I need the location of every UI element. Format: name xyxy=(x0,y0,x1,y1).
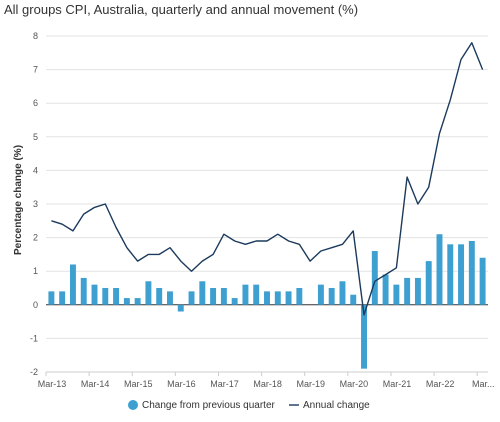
quarterly-change-bar xyxy=(296,288,303,305)
legend: Change from previous quarter Annual chang… xyxy=(128,400,370,411)
quarterly-change-bar xyxy=(231,298,238,305)
quarterly-change-bar xyxy=(447,244,454,305)
quarterly-change-bar xyxy=(48,291,55,305)
quarterly-change-bar xyxy=(102,288,109,305)
quarterly-change-bar xyxy=(479,257,486,305)
legend-label-quarterly: Change from previous quarter xyxy=(142,400,276,411)
quarterly-change-bar xyxy=(317,284,324,305)
y-tick-label: -2 xyxy=(30,367,38,377)
quarterly-change-bar xyxy=(188,291,195,305)
quarterly-change-bar xyxy=(177,304,184,312)
quarterly-change-bar xyxy=(199,281,206,305)
x-tick-label: Mar-21 xyxy=(383,379,412,389)
quarterly-change-bar xyxy=(371,251,378,305)
annual-change-line xyxy=(51,42,484,316)
y-tick-label: 5 xyxy=(33,132,38,142)
x-tick-label: Mar-14 xyxy=(81,379,110,389)
quarterly-change-bar xyxy=(113,288,120,305)
y-axis-label: Percentage change (%) xyxy=(13,145,24,255)
quarterly-change-bar xyxy=(285,291,292,305)
quarterly-change-bar xyxy=(91,284,98,305)
quarterly-change-bar xyxy=(425,261,432,305)
quarterly-change-bar xyxy=(220,288,227,305)
y-tick-label: 0 xyxy=(33,300,38,310)
x-tick-label: Mar-16 xyxy=(167,379,196,389)
quarterly-change-bar xyxy=(167,291,173,305)
legend-bar-swatch xyxy=(128,400,138,410)
quarterly-change-bar xyxy=(458,244,465,305)
quarterly-change-bar xyxy=(69,264,76,305)
quarterly-change-bar xyxy=(350,294,357,305)
quarterly-change-bar xyxy=(274,291,281,305)
quarterly-change-bar xyxy=(436,234,443,305)
quarterly-change-bar xyxy=(123,298,130,305)
quarterly-change-bar xyxy=(382,274,389,305)
y-tick-label: 2 xyxy=(33,233,38,243)
y-tick-label: 4 xyxy=(33,165,38,175)
y-tick-label: 3 xyxy=(33,199,38,209)
quarterly-change-bar xyxy=(393,284,400,305)
quarterly-change-bar xyxy=(59,291,66,305)
quarterly-change-bar xyxy=(134,298,141,305)
quarterly-change-bar xyxy=(264,291,270,305)
y-tick-label: 8 xyxy=(33,31,38,41)
y-tick-label: 6 xyxy=(33,98,38,108)
quarterly-change-bar xyxy=(404,277,411,305)
quarterly-change-bar xyxy=(145,281,152,305)
y-tick-label: 7 xyxy=(33,65,38,75)
y-tick-label: -1 xyxy=(30,333,38,343)
x-tick-label: Mar-19 xyxy=(296,379,325,389)
y-tick-label: 1 xyxy=(33,266,38,276)
chart-title: All groups CPI, Australia, quarterly and… xyxy=(4,2,359,17)
quarterly-change-bar xyxy=(414,277,421,305)
x-tick-label: Mar-13 xyxy=(38,379,67,389)
quarterly-change-bar xyxy=(156,288,163,305)
x-tick-label: Mar... xyxy=(472,379,495,389)
legend-label-annual: Annual change xyxy=(303,400,370,411)
quarterly-change-bar xyxy=(253,284,260,305)
quarterly-change-bar xyxy=(468,240,475,305)
x-tick-label: Mar-22 xyxy=(426,379,455,389)
quarterly-change-bar xyxy=(80,277,87,305)
quarterly-change-bar xyxy=(210,288,217,305)
quarterly-change-bar xyxy=(361,304,367,369)
x-tick-label: Mar-20 xyxy=(340,379,369,389)
quarterly-change-bar xyxy=(242,284,249,305)
quarterly-change-bar xyxy=(339,281,346,305)
x-tick-label: Mar-15 xyxy=(124,379,153,389)
x-tick-label: Mar-17 xyxy=(210,379,239,389)
quarterly-change-bar xyxy=(328,288,335,305)
x-tick-label: Mar-18 xyxy=(253,379,282,389)
